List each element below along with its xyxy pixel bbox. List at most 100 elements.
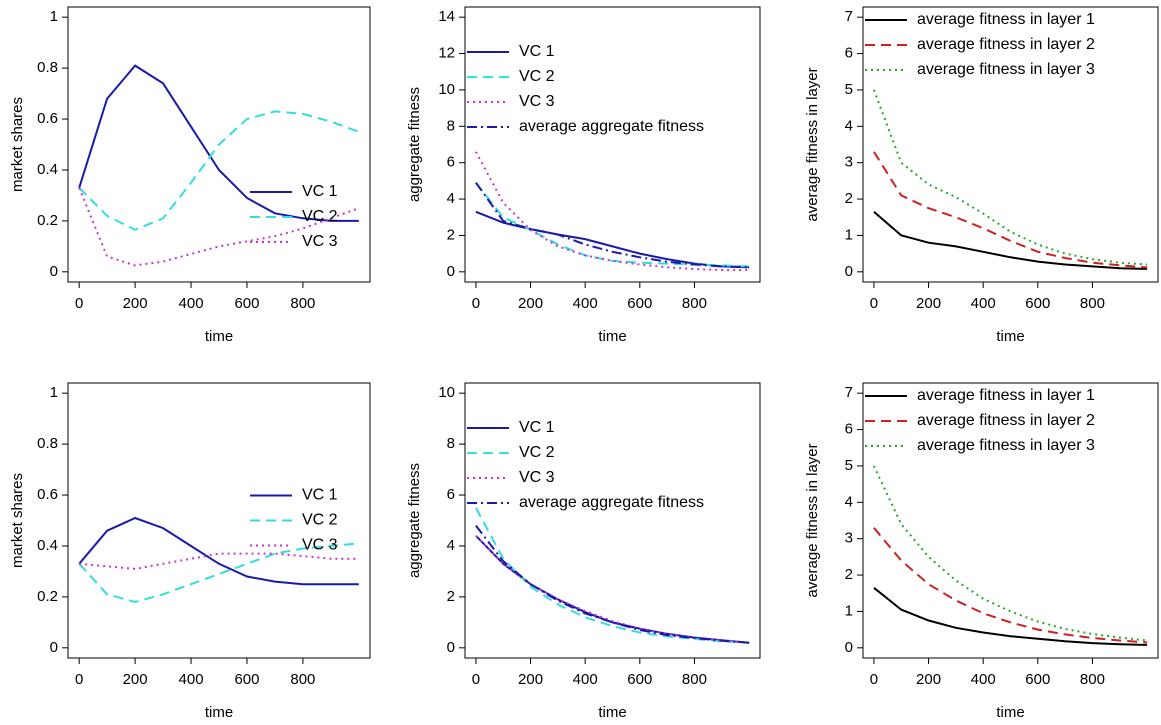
plot-frame	[862, 382, 1159, 659]
x-tick-label: 200	[123, 671, 148, 688]
x-axis-label: time	[598, 704, 626, 721]
y-tick-label: 4	[447, 190, 455, 207]
series-line	[873, 211, 1148, 270]
y-tick-label: 4	[845, 117, 853, 134]
y-tick-label: 0.8	[37, 59, 58, 76]
legend-label: average fitness in layer 1	[917, 387, 1095, 404]
y-tick-label: 1	[50, 8, 58, 25]
y-tick-label: 0	[845, 263, 853, 280]
legend-label: average fitness in layer 3	[917, 61, 1095, 78]
legend-label: VC 3	[302, 537, 338, 554]
y-tick-label: 1	[845, 226, 853, 243]
y-tick-label: 2	[447, 588, 455, 605]
panel: 0 200 400 600 800 0 0.2 0.4 0.6 0.8 1 time market sh…	[9, 382, 371, 721]
y-tick-label: 6	[845, 45, 853, 62]
x-axis-label: time	[205, 704, 233, 721]
x-tick-label: 0	[75, 671, 83, 688]
y-axis-label: average fitness in layer	[804, 443, 821, 597]
y-tick-label: 0.8	[37, 435, 58, 452]
legend-label: VC 3	[519, 93, 555, 110]
plot-frame	[862, 6, 1159, 283]
x-tick-label: 200	[123, 295, 148, 312]
series-line	[78, 516, 359, 586]
y-axis-label: market shares	[9, 473, 26, 568]
legend-label: average aggregate fitness	[519, 118, 704, 135]
y-tick-label: 0.6	[37, 486, 58, 503]
x-tick-label: 800	[1080, 671, 1105, 688]
series-line	[78, 64, 359, 222]
y-axis-label: aggregate fitness	[406, 87, 423, 202]
plot-frame	[464, 382, 761, 659]
series-line	[78, 110, 360, 231]
x-tick-label: 600	[627, 671, 652, 688]
x-tick-label: 600	[234, 671, 259, 688]
x-tick-label: 800	[682, 295, 707, 312]
series-line	[872, 465, 1148, 642]
y-tick-label: 12	[438, 45, 455, 62]
y-tick-label: 0	[50, 263, 58, 280]
panel: 0 200 400 600 800 0 2 4 6 8 10 12 14 time aggregate fi…	[406, 6, 761, 345]
x-tick-label: 600	[234, 295, 259, 312]
y-tick-label: 0.2	[37, 212, 58, 229]
x-tick-label: 600	[1025, 295, 1050, 312]
y-tick-label: 0	[845, 639, 853, 656]
x-tick-label: 800	[1080, 295, 1105, 312]
y-tick-label: 14	[438, 8, 455, 25]
y-tick-label: 7	[845, 8, 853, 25]
series-line	[78, 542, 359, 604]
y-axis-label: market shares	[9, 97, 26, 192]
y-tick-label: 1	[845, 602, 853, 619]
x-tick-label: 0	[870, 671, 878, 688]
y-tick-label: 6	[447, 154, 455, 171]
series-line	[873, 587, 1148, 646]
series-line	[475, 535, 750, 644]
x-tick-label: 400	[179, 671, 204, 688]
x-tick-label: 0	[472, 295, 480, 312]
series-line	[475, 182, 750, 269]
y-tick-label: 0	[447, 263, 455, 280]
y-tick-label: 3	[845, 530, 853, 547]
y-tick-label: 0.4	[37, 161, 58, 178]
x-tick-label: 200	[518, 295, 543, 312]
panel: 0 200 400 600 800 0 1 2 3 4 5 6 7 time average fitness…	[804, 6, 1159, 345]
plot-frame	[67, 6, 371, 283]
legend-label: VC 1	[519, 419, 555, 436]
x-tick-label: 0	[472, 671, 480, 688]
plot-frame	[464, 6, 761, 283]
legend-label: average fitness in layer 2	[917, 36, 1095, 53]
y-tick-label: 2	[845, 566, 853, 583]
y-tick-label: 0	[447, 639, 455, 656]
legend-label: average fitness in layer 3	[917, 437, 1095, 454]
y-tick-label: 6	[845, 421, 853, 438]
series-line	[79, 552, 359, 570]
y-tick-label: 4	[447, 537, 455, 554]
y-tick-label: 2	[447, 226, 455, 243]
panel: 0 200 400 600 800 0 1 2 3 4 5 6 7 time average fitness…	[804, 382, 1159, 721]
x-tick-label: 200	[916, 671, 941, 688]
plot-frame	[67, 382, 371, 659]
y-tick-label: 8	[447, 117, 455, 134]
y-tick-label: 2	[845, 190, 853, 207]
y-tick-label: 8	[447, 435, 455, 452]
y-tick-label: 5	[845, 81, 853, 98]
x-axis-label: time	[996, 328, 1024, 345]
x-tick-label: 400	[971, 295, 996, 312]
y-tick-label: 4	[845, 493, 853, 510]
x-tick-label: 400	[179, 295, 204, 312]
legend-label: VC 2	[302, 512, 338, 529]
legend-label: VC 1	[519, 43, 555, 60]
panel: 0 200 400 600 800 0 0.2 0.4 0.6 0.8 1 time market sh…	[9, 6, 371, 345]
y-tick-label: 7	[845, 384, 853, 401]
y-tick-label: 10	[438, 384, 455, 401]
series-line	[475, 151, 750, 271]
legend-label: VC 1	[302, 487, 338, 504]
series-line	[873, 527, 1148, 644]
legend-label: VC 2	[519, 68, 555, 85]
y-tick-label: 0.2	[37, 588, 58, 605]
x-tick-label: 400	[971, 671, 996, 688]
x-tick-label: 800	[682, 671, 707, 688]
y-tick-label: 0.6	[37, 110, 58, 127]
legend-label: average aggregate fitness	[519, 494, 704, 511]
x-tick-label: 400	[573, 295, 598, 312]
